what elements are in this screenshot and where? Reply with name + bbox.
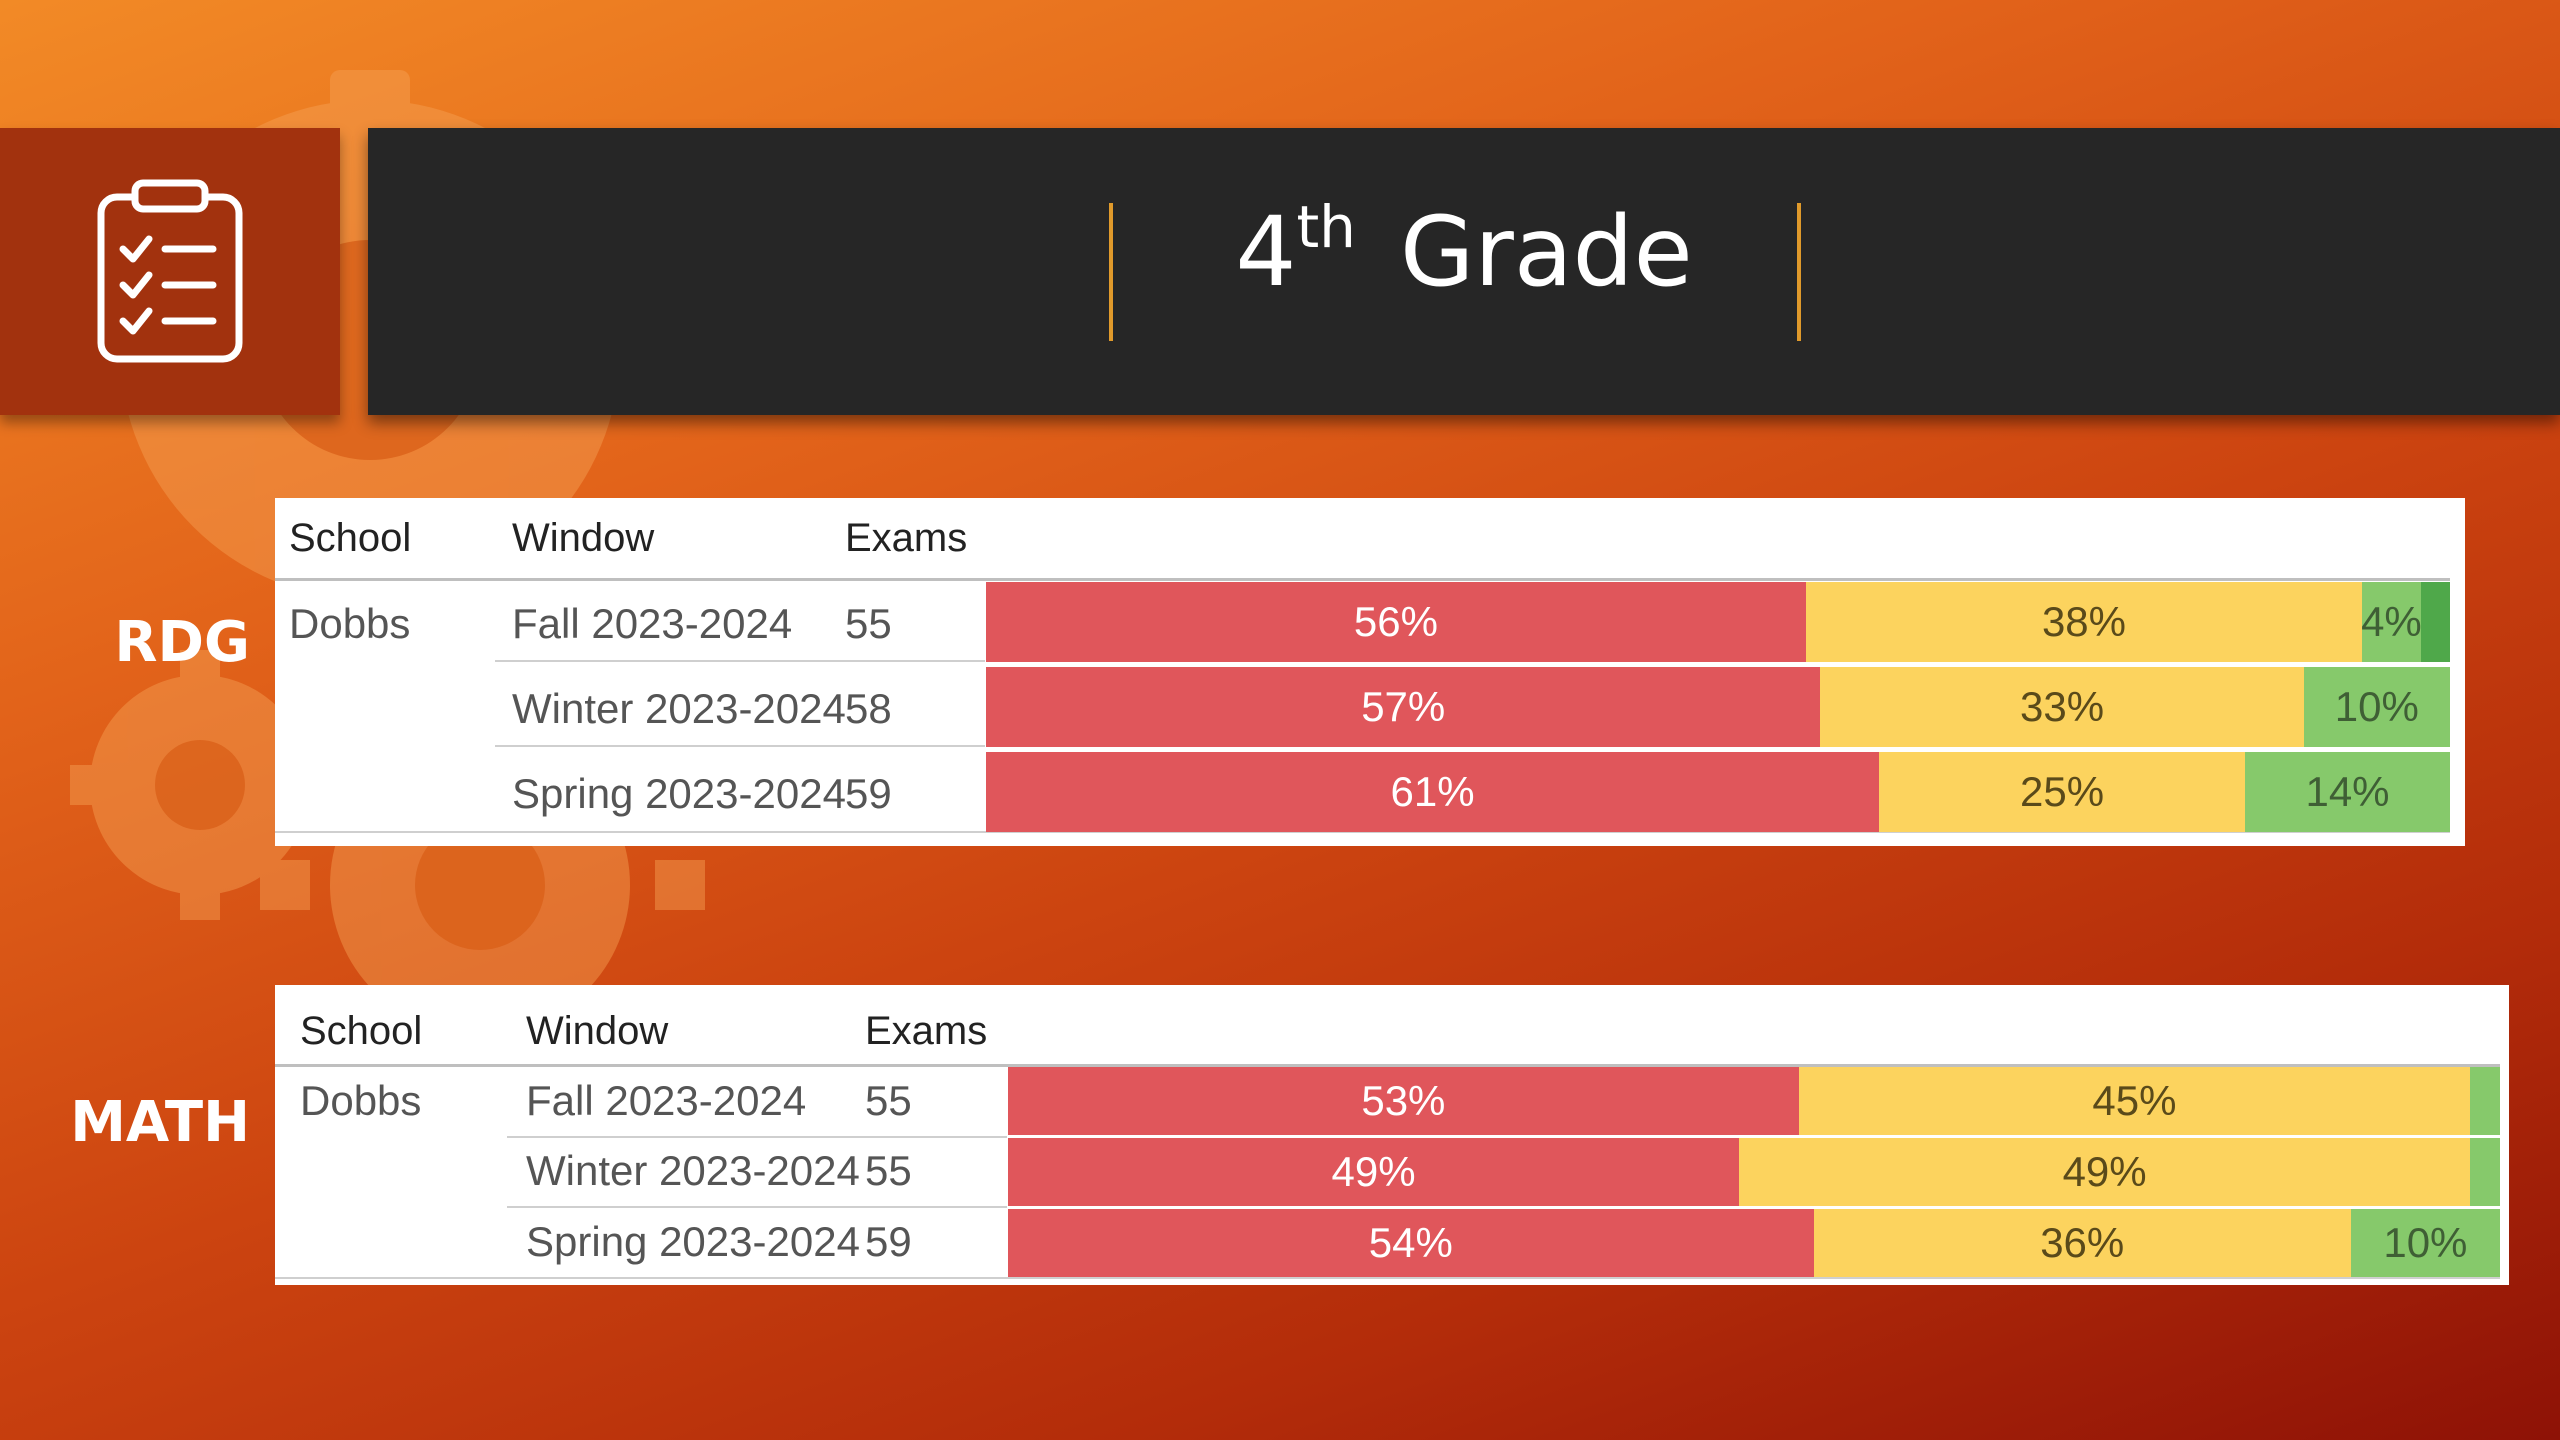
window-cell: Spring 2023-2024 [526,1218,860,1265]
title-word: Grade [1399,196,1693,308]
bar-segment-yellow: 45% [1798,1067,2471,1135]
column-header-school: School [300,1009,423,1053]
bar-segment-red: 49% [1008,1138,1740,1206]
row-rule [495,660,985,662]
stacked-bar: 57% 33% 10% [986,667,2450,747]
data-label: 4% [2362,598,2421,645]
column-header-school: School [289,516,412,560]
data-label: 45% [2092,1077,2177,1124]
bar-segment-yellow: 49% [1739,1138,2471,1206]
exams-cell: 55 [865,1077,912,1124]
bar-segment-yellow: 38% [1805,582,2363,662]
subject-label-math: MATH [70,1090,250,1155]
title-rule-right [1797,203,1801,341]
header-rule [275,1064,2500,1067]
subject-label-rdg: RDG [114,610,250,675]
bar-segment-green: 10% [2303,667,2450,747]
stacked-bar: 61% 25% 14% [986,752,2450,832]
data-label: 49% [2062,1148,2147,1195]
row-rule [495,745,985,747]
column-header-window: Window [526,1009,669,1053]
data-label: 33% [2019,683,2105,730]
row-rule [275,831,2450,833]
row-rule [507,1136,1007,1138]
data-label: 53% [1361,1077,1446,1124]
header-rule [275,578,2450,581]
row-rule [507,1206,1007,1208]
bar-segment-red: 54% [1008,1209,1814,1277]
page-title: 4th Grade [368,198,2560,300]
window-cell: Winter 2023-2024 [512,685,846,732]
data-label: 10% [2383,1219,2468,1266]
exams-cell: 55 [845,600,892,647]
exams-cell: 55 [865,1147,912,1194]
column-header-exams: Exams [865,1009,988,1053]
bar-segment-yellow: 36% [1813,1209,2351,1277]
column-header-exams: Exams [845,516,968,560]
bar-segment-dark-green [2420,582,2450,662]
bar-segment-red: 53% [1008,1067,1799,1135]
bar-segment-red: 61% [986,752,1880,832]
data-label: 61% [1390,768,1475,815]
stacked-bar: 49% 49% [1008,1138,2500,1206]
data-label: 25% [2020,768,2105,815]
data-label: 14% [2305,768,2390,815]
title-suffix: th [1296,193,1356,261]
clipboard-checklist-icon [0,128,340,415]
bar-segment-green: 14% [2245,752,2450,832]
title-number: 4 [1235,196,1297,308]
data-label: 56% [1353,598,1438,645]
data-label: 36% [2040,1219,2125,1266]
exams-cell: 59 [865,1218,912,1265]
exams-cell: 59 [845,770,892,817]
window-cell: Fall 2023-2024 [512,600,793,647]
math-panel: School Window Exams Dobbs Fall 2023-2024… [275,985,2509,1285]
title-rule-left [1109,203,1113,341]
bar-segment-green [2470,1067,2500,1135]
bar-segment-green: 4% [2362,582,2421,662]
rdg-panel: School Window Exams Dobbs Fall 2023-2024… [275,498,2465,846]
bar-segment-yellow: 25% [1879,752,2246,832]
bar-segment-red: 56% [986,582,1806,662]
row-rule [275,1277,2500,1279]
window-cell: Winter 2023-2024 [526,1147,860,1194]
bar-segment-red: 57% [986,667,1821,747]
column-header-window: Window [512,516,655,560]
stacked-bar: 53% 45% [1008,1067,2500,1135]
data-label: 57% [1361,683,1446,730]
stacked-bar: 54% 36% 10% [1008,1209,2500,1277]
stacked-bar: 56% 38% 4% [986,582,2450,662]
title-bar: 4th Grade [368,128,2560,415]
data-label: 49% [1331,1148,1416,1195]
bar-segment-green [2470,1138,2500,1206]
data-label: 38% [2041,598,2127,645]
data-label: 54% [1368,1219,1453,1266]
window-cell: Spring 2023-2024 [512,770,846,817]
school-name: Dobbs [289,600,411,647]
data-label: 10% [2334,683,2419,730]
school-name: Dobbs [300,1077,422,1124]
bar-segment-green: 10% [2350,1209,2500,1277]
window-cell: Fall 2023-2024 [526,1077,807,1124]
exams-cell: 58 [845,685,892,732]
bar-segment-yellow: 33% [1820,667,2304,747]
